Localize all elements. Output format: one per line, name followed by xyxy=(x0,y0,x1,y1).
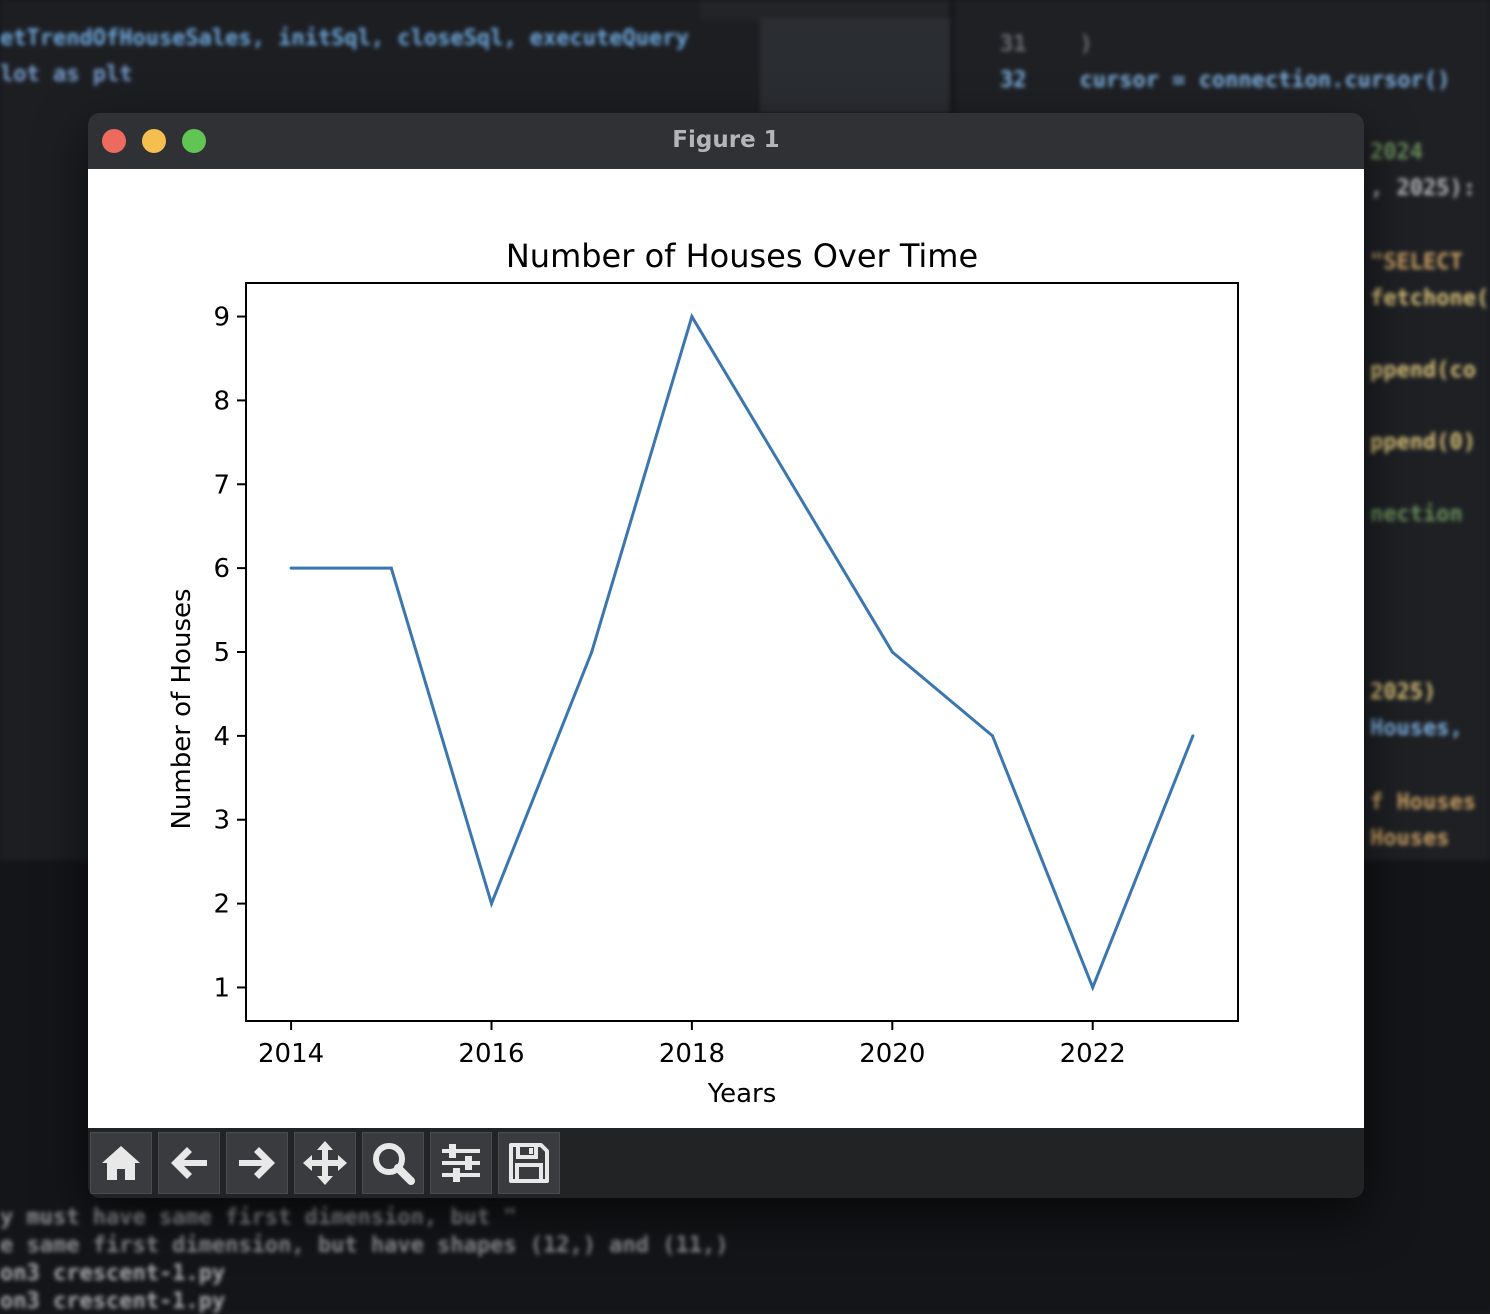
line-chart: Number of Houses Over Time Years Number … xyxy=(167,237,1239,1109)
figure-window: Figure 1 Number of Houses Over Time Year… xyxy=(88,113,1364,1198)
blurred-code-line: lot as plt xyxy=(0,62,133,87)
configure-sliders-icon xyxy=(442,1144,480,1182)
x-tick-label: 2018 xyxy=(659,1039,725,1069)
home-button[interactable] xyxy=(90,1132,152,1194)
blurred-code-line: , 2025): xyxy=(1370,176,1476,201)
save-floppy-icon xyxy=(509,1143,549,1183)
y-tick-label: 3 xyxy=(213,806,230,836)
y-tick-label: 6 xyxy=(213,554,230,584)
y-tick-label: 4 xyxy=(213,722,230,752)
pan-button[interactable] xyxy=(294,1132,356,1194)
figure-canvas[interactable]: Number of Houses Over Time Years Number … xyxy=(88,169,1364,1128)
blurred-code-line: 32 cursor = connection.cursor() xyxy=(1000,68,1451,93)
editor-minimap xyxy=(760,18,950,113)
blurred-terminal-line: y must have same first dimension, but " xyxy=(0,1205,517,1230)
data-point xyxy=(389,566,393,570)
data-point xyxy=(690,315,694,319)
data-point xyxy=(991,734,995,738)
blurred-code-line: etTrendOfHouseSales, initSql, closeSql, … xyxy=(0,26,689,51)
blurred-code-line: 2024 xyxy=(1370,140,1423,165)
blurred-terminal-line: e same first dimension, but have shapes … xyxy=(0,1233,729,1258)
data-point xyxy=(289,566,293,570)
editor-tab-strip xyxy=(700,0,950,20)
blurred-code-line: f Houses xyxy=(1370,790,1476,815)
blurred-code-line: 31 ) xyxy=(1000,32,1093,57)
forward-arrow-icon xyxy=(239,1147,275,1179)
blurred-terminal-line: on3 crescent-1.py xyxy=(0,1289,226,1314)
save-button[interactable] xyxy=(498,1132,560,1194)
data-point xyxy=(790,482,794,486)
back-button[interactable] xyxy=(158,1132,220,1194)
zoom-magnifier-icon xyxy=(373,1143,415,1185)
x-tick-label: 2020 xyxy=(859,1039,925,1069)
figure-toolbar xyxy=(88,1128,1364,1198)
x-tick-label: 2022 xyxy=(1060,1039,1126,1069)
y-tick-label: 5 xyxy=(213,638,230,668)
blurred-code-line: ppend(co xyxy=(1370,358,1476,383)
zoom-button[interactable] xyxy=(362,1132,424,1194)
blurred-code-line: nection xyxy=(1370,502,1463,527)
blurred-code-line: ppend(0) xyxy=(1370,430,1476,455)
pan-move-icon xyxy=(303,1141,347,1185)
y-tick-label: 1 xyxy=(213,973,230,1003)
y-tick-label: 8 xyxy=(213,386,230,416)
blurred-code-line: "SELECT xyxy=(1370,250,1463,275)
data-point xyxy=(590,650,594,654)
data-point xyxy=(890,650,894,654)
close-window-button[interactable] xyxy=(102,129,126,153)
x-axis-label: Years xyxy=(707,1079,777,1109)
y-tick-label: 7 xyxy=(213,470,230,500)
x-tick-label: 2014 xyxy=(258,1039,324,1069)
data-point xyxy=(1191,734,1195,738)
forward-button[interactable] xyxy=(226,1132,288,1194)
y-tick-label: 9 xyxy=(213,303,230,333)
blurred-code-line: 2025) xyxy=(1370,680,1437,705)
y-tick-label: 2 xyxy=(213,890,230,920)
minimize-window-button[interactable] xyxy=(142,129,166,153)
y-axis-label: Number of Houses xyxy=(167,588,197,829)
blurred-code-line: Houses xyxy=(1370,826,1450,851)
x-tick-label: 2016 xyxy=(458,1039,524,1069)
series-line xyxy=(291,312,1195,992)
back-arrow-icon xyxy=(171,1147,207,1179)
data-point xyxy=(1091,985,1095,989)
blurred-code-line: fetchone( xyxy=(1370,286,1490,311)
window-title: Figure 1 xyxy=(672,127,780,153)
maximize-window-button[interactable] xyxy=(182,129,206,153)
data-point xyxy=(489,902,493,906)
blurred-terminal-line: on3 crescent-1.py xyxy=(0,1261,226,1286)
axes-frame xyxy=(245,282,1239,1022)
home-icon xyxy=(102,1146,140,1180)
blurred-code-line: Houses, xyxy=(1370,716,1463,741)
window-titlebar[interactable]: Figure 1 xyxy=(88,113,1364,170)
configure-subplots-button[interactable] xyxy=(430,1132,492,1194)
chart-title: Number of Houses Over Time xyxy=(506,237,978,275)
